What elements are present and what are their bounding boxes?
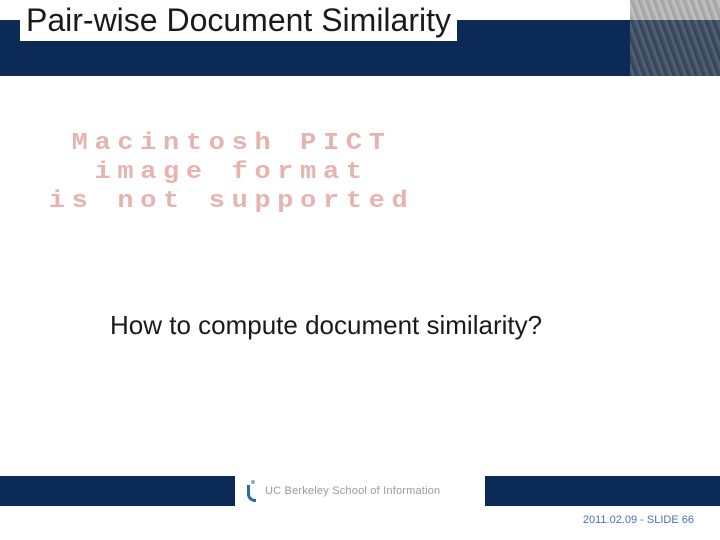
- footer-brand-box: UC Berkeley School of Information: [235, 476, 485, 506]
- pict-line-3: is not supported: [30, 188, 433, 217]
- slide: Pair-wise Document Similarity Macintosh …: [0, 0, 720, 540]
- berkeley-i-icon: [243, 480, 259, 502]
- pict-line-1: Macintosh PICT: [30, 130, 433, 159]
- footer-brand-text: UC Berkeley School of Information: [265, 485, 440, 497]
- pict-line-2: image format: [30, 159, 433, 188]
- pict-placeholder: Macintosh PICT image format is not suppo…: [30, 130, 433, 216]
- title-bar: Pair-wise Document Similarity: [0, 20, 720, 76]
- slide-title: Pair-wise Document Similarity: [20, 2, 457, 41]
- title-corner-image: [630, 0, 720, 76]
- slide-meta: 2011.02.09 - SLIDE 66: [583, 514, 694, 526]
- footer-bar: UC Berkeley School of Information: [0, 476, 720, 506]
- slide-subtitle: How to compute document similarity?: [110, 310, 542, 341]
